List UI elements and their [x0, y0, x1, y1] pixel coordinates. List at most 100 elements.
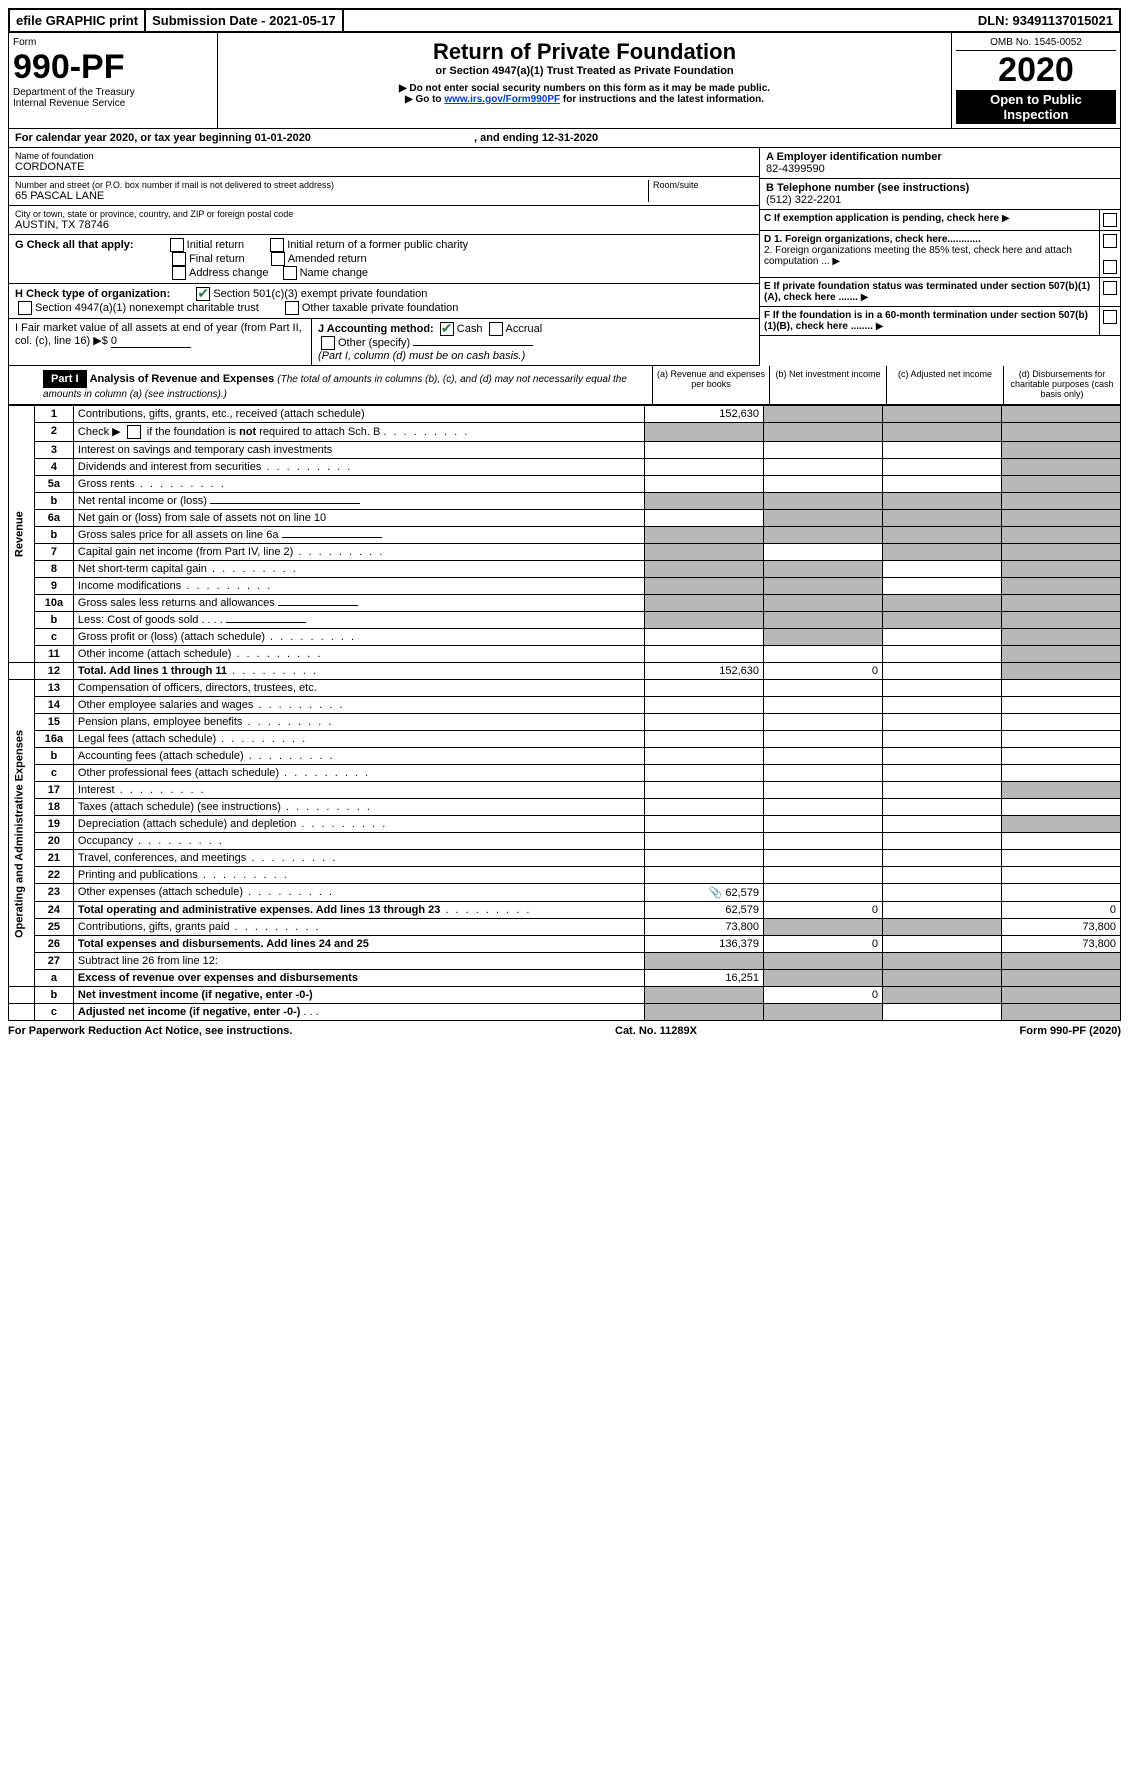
g-opt-addr: Address change	[189, 267, 269, 279]
page-footer: For Paperwork Reduction Act Notice, see …	[8, 1021, 1121, 1041]
l27c-num: c	[34, 1004, 73, 1021]
l26-num: 26	[34, 936, 73, 953]
line-23: 23Other expenses (attach schedule)📎 62,5…	[9, 884, 1121, 902]
j-label: J Accounting method:	[318, 323, 434, 335]
line-20: 20Occupancy	[9, 833, 1121, 850]
expenses-vertical: Operating and Administrative Expenses	[9, 680, 35, 987]
initial-return-checkbox[interactable]	[170, 238, 184, 252]
j-other-blank	[413, 345, 533, 346]
amended-checkbox[interactable]	[271, 252, 285, 266]
i-amount: 0	[111, 335, 191, 348]
attachment-icon[interactable]: 📎	[709, 887, 723, 899]
foundation-name: CORDONATE	[15, 161, 753, 173]
h-label: H Check type of organization:	[15, 288, 170, 300]
line-10c: cGross profit or (loss) (attach schedule…	[9, 629, 1121, 646]
section-e: E If private foundation status was termi…	[760, 278, 1120, 307]
line-4: 4Dividends and interest from securities	[9, 459, 1121, 476]
entity-info: Name of foundation CORDONATE Number and …	[8, 148, 1121, 366]
l19-text: Depreciation (attach schedule) and deple…	[78, 818, 296, 830]
l16b-text: Accounting fees (attach schedule)	[78, 750, 244, 762]
cal-mid: , and ending	[474, 132, 542, 144]
c-checkbox[interactable]	[1103, 213, 1117, 227]
l25-d: 73,800	[1002, 919, 1121, 936]
g-opt-name: Name change	[300, 267, 369, 279]
line-21: 21Travel, conferences, and meetings	[9, 850, 1121, 867]
f-checkbox[interactable]	[1103, 310, 1117, 324]
l13-text: Compensation of officers, directors, tru…	[73, 680, 644, 697]
l24-b: 0	[764, 902, 883, 919]
l26-text: Total expenses and disbursements. Add li…	[78, 938, 369, 950]
line-15: 15Pension plans, employee benefits	[9, 714, 1121, 731]
l24-text: Total operating and administrative expen…	[78, 904, 440, 916]
address-change-checkbox[interactable]	[172, 266, 186, 280]
l26-a: 136,379	[645, 936, 764, 953]
line-11: 11Other income (attach schedule)	[9, 646, 1121, 663]
l1-a: 152,630	[645, 406, 764, 423]
l26-d: 73,800	[1002, 936, 1121, 953]
4947-checkbox[interactable]	[18, 301, 32, 315]
h-opt3: Other taxable private foundation	[302, 302, 459, 314]
part1-table: Revenue 1 Contributions, gifts, grants, …	[8, 405, 1121, 1021]
schb-checkbox[interactable]	[127, 425, 141, 439]
b-label: B Telephone number (see instructions)	[766, 182, 969, 194]
top-bar: efile GRAPHIC print Submission Date - 20…	[8, 8, 1121, 33]
final-return-checkbox[interactable]	[172, 252, 186, 266]
d1-label: D 1. Foreign organizations, check here..…	[764, 234, 981, 245]
l21-text: Travel, conferences, and meetings	[78, 852, 246, 864]
l27b-b: 0	[764, 987, 883, 1004]
submission-date: Submission Date - 2021-05-17	[146, 10, 344, 31]
section-f: F If the foundation is in a 60-month ter…	[760, 307, 1120, 336]
name-change-checkbox[interactable]	[283, 266, 297, 280]
form-header: Form 990-PF Department of the Treasury I…	[8, 33, 1121, 129]
l2-num: 2	[34, 423, 73, 442]
other-method-checkbox[interactable]	[321, 336, 335, 350]
col-d-head: (d) Disbursements for charitable purpose…	[1003, 366, 1120, 404]
revenue-vertical: Revenue	[9, 406, 35, 663]
l3-num: 3	[34, 442, 73, 459]
line-5b: bNet rental income or (loss)	[9, 493, 1121, 510]
line-27: 27Subtract line 26 from line 12:	[9, 953, 1121, 970]
l17-text: Interest	[78, 784, 115, 796]
l25-text: Contributions, gifts, grants paid	[78, 921, 230, 933]
j-accrual: Accrual	[506, 323, 543, 335]
501c3-checkbox[interactable]	[196, 287, 210, 301]
form-id-block: Form 990-PF Department of the Treasury I…	[9, 33, 218, 128]
line-9: 9Income modifications	[9, 578, 1121, 595]
l10a-text: Gross sales less returns and allowances	[78, 597, 275, 609]
g-opt-initial: Initial return	[187, 239, 244, 251]
initial-public-checkbox[interactable]	[270, 238, 284, 252]
phone: (512) 322-2201	[766, 194, 841, 206]
l1-d	[1002, 406, 1121, 423]
l6b-num: b	[34, 527, 73, 544]
d1-checkbox[interactable]	[1103, 234, 1117, 248]
l5a-text: Gross rents	[78, 478, 135, 490]
line-19: 19Depreciation (attach schedule) and dep…	[9, 816, 1121, 833]
street-address: 65 PASCAL LANE	[15, 190, 648, 202]
l10b-text: Less: Cost of goods sold	[78, 614, 198, 626]
l6b-text: Gross sales price for all assets on line…	[78, 529, 279, 541]
l16a-text: Legal fees (attach schedule)	[78, 733, 216, 745]
d2-checkbox[interactable]	[1103, 260, 1117, 274]
e-checkbox[interactable]	[1103, 281, 1117, 295]
i-prefix: ▶$	[93, 335, 111, 347]
line-10b: bLess: Cost of goods sold . . . .	[9, 612, 1121, 629]
note2-pre: ▶ Go to	[405, 94, 444, 105]
footer-right: Form 990-PF (2020)	[1020, 1025, 1121, 1037]
l25-num: 25	[34, 919, 73, 936]
accrual-checkbox[interactable]	[489, 322, 503, 336]
l10c-text: Gross profit or (loss) (attach schedule)	[78, 631, 265, 643]
other-taxable-checkbox[interactable]	[285, 301, 299, 315]
l16c-text: Other professional fees (attach schedule…	[78, 767, 279, 779]
l27b-text: Net investment income (if negative, ente…	[78, 989, 313, 1001]
l20-num: 20	[34, 833, 73, 850]
part1-title: Analysis of Revenue and Expenses	[90, 373, 275, 385]
l6a-text: Net gain or (loss) from sale of assets n…	[73, 510, 644, 527]
cash-checkbox[interactable]	[440, 322, 454, 336]
l12-text: Total. Add lines 1 through 11	[78, 665, 227, 677]
l5a-num: 5a	[34, 476, 73, 493]
line-8: 8Net short-term capital gain	[9, 561, 1121, 578]
city-state-zip: AUSTIN, TX 78746	[15, 219, 753, 231]
l27a-a: 16,251	[645, 970, 764, 987]
form-instructions-link[interactable]: www.irs.gov/Form990PF	[444, 94, 560, 105]
section-c: C If exemption application is pending, c…	[760, 210, 1120, 231]
